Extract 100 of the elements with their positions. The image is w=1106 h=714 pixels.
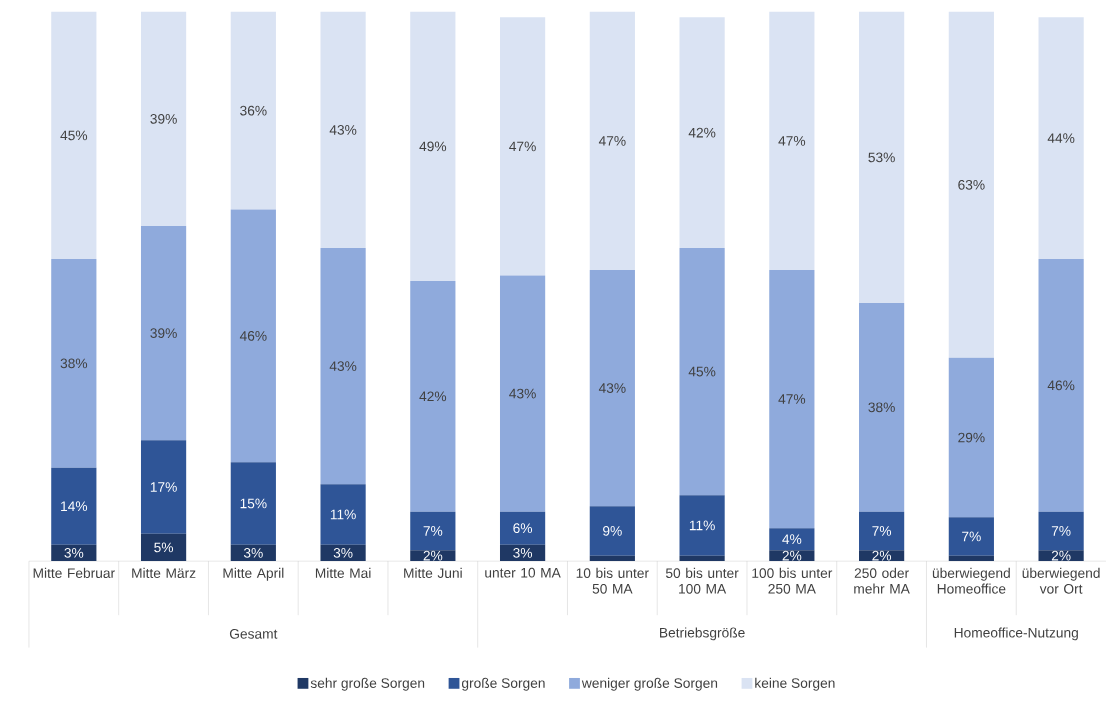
bar <box>769 527 815 550</box>
bar <box>320 544 366 561</box>
bar <box>410 511 456 550</box>
bar <box>679 17 725 248</box>
bar <box>230 209 276 463</box>
bar <box>948 11 994 358</box>
data-label: 11% <box>330 509 356 520</box>
data-label: 46% <box>239 330 267 341</box>
data-label: 3% <box>243 547 263 558</box>
bar <box>1038 17 1084 259</box>
bar <box>769 269 815 528</box>
bar <box>51 467 97 545</box>
bar <box>140 533 187 561</box>
data-label: 3% <box>64 547 84 558</box>
data-label: 42% <box>419 391 447 401</box>
bar <box>859 11 905 303</box>
bar <box>948 357 994 517</box>
data-label: 38% <box>868 402 895 412</box>
data-label: 42% <box>688 127 716 138</box>
bar <box>410 11 456 281</box>
bar <box>1038 258 1084 512</box>
text: Betriebsgröße <box>660 627 745 641</box>
bar <box>230 11 276 210</box>
bar <box>1038 511 1084 550</box>
data-label: 7% <box>1051 525 1071 536</box>
legend-label: große Sorgen <box>461 677 545 691</box>
data-label: 46% <box>1047 380 1075 390</box>
data-label: 39% <box>150 328 177 338</box>
data-label: 14% <box>61 501 88 511</box>
data-label: 11% <box>689 520 715 531</box>
data-label: 3% <box>513 547 533 558</box>
data-label: 63% <box>958 179 985 190</box>
x-tick-label: überwiegend vor Ort <box>1022 567 1100 594</box>
data-label: 4% <box>782 534 802 544</box>
bar <box>679 555 725 561</box>
bar <box>499 17 546 276</box>
data-label: 38% <box>60 358 88 369</box>
legend-label: weniger große Sorgen <box>581 677 718 691</box>
bar <box>769 11 815 270</box>
data-label: 6% <box>513 523 533 533</box>
data-label: 45% <box>60 130 88 141</box>
x-tick-label: 250 oder mehr MA <box>854 567 910 594</box>
data-label: 47% <box>778 394 806 404</box>
text: Gesamt <box>229 628 278 639</box>
data-label: 5% <box>154 542 174 553</box>
text: Homeoffice-Nutzung <box>954 627 1078 641</box>
data-label: 39% <box>150 113 177 124</box>
data-label: 2% <box>782 550 802 561</box>
bar <box>589 555 635 561</box>
data-label: 49% <box>419 141 447 152</box>
data-label: 45% <box>688 366 716 377</box>
bar <box>499 275 546 512</box>
x-tick-label: 100 bis unter 250 MA <box>752 567 833 594</box>
x-tick-label: 50 bis unter 100 MA <box>665 567 739 594</box>
legend-label: keine Sorgen <box>755 677 835 691</box>
data-label: 3% <box>333 547 353 558</box>
bar <box>589 11 635 270</box>
bar <box>140 440 187 534</box>
legend-label: sehr große Sorgen <box>310 677 425 691</box>
data-label: 2% <box>423 550 443 561</box>
data-label: 47% <box>509 141 536 151</box>
bar <box>859 302 905 512</box>
data-label: 36% <box>240 105 267 116</box>
bar <box>589 269 635 506</box>
bar <box>320 484 366 545</box>
data-label: 7% <box>423 525 443 536</box>
x-tick-label: überwiegend Homeoffice <box>932 567 1010 594</box>
bar <box>499 511 546 545</box>
data-label: 7% <box>872 525 892 536</box>
bar <box>230 462 276 545</box>
bar <box>410 280 456 512</box>
bar <box>679 495 725 556</box>
data-label: 9% <box>603 525 622 536</box>
data-label: 17% <box>150 481 177 492</box>
bar <box>859 511 905 550</box>
bar <box>51 258 97 468</box>
x-tick-label: Mitte Mai <box>315 567 371 578</box>
data-label: 53% <box>868 152 895 163</box>
bar <box>140 225 187 441</box>
x-tick-label: unter 10 MA <box>485 567 561 578</box>
data-label: 44% <box>1047 133 1075 143</box>
x-tick-label: Mitte April <box>223 567 284 581</box>
bar <box>140 11 187 226</box>
data-label: 2% <box>1051 550 1071 561</box>
data-label: 47% <box>778 135 806 146</box>
bar <box>679 247 725 495</box>
data-label: 2% <box>872 550 892 561</box>
x-tick-label: Mitte März <box>132 567 196 578</box>
x-tick-label: Mitte Juni <box>404 567 462 578</box>
data-label: 43% <box>509 388 536 399</box>
x-tick-label: 10 bis unter 50 MA <box>576 567 649 594</box>
data-label: 7% <box>962 531 981 542</box>
data-label: 43% <box>329 124 357 135</box>
data-label: 43% <box>329 361 357 371</box>
data-label: 47% <box>598 135 626 146</box>
data-label: 15% <box>240 498 267 509</box>
bar <box>948 555 994 561</box>
bar <box>320 11 366 248</box>
bar <box>320 247 366 485</box>
bar <box>948 516 994 556</box>
